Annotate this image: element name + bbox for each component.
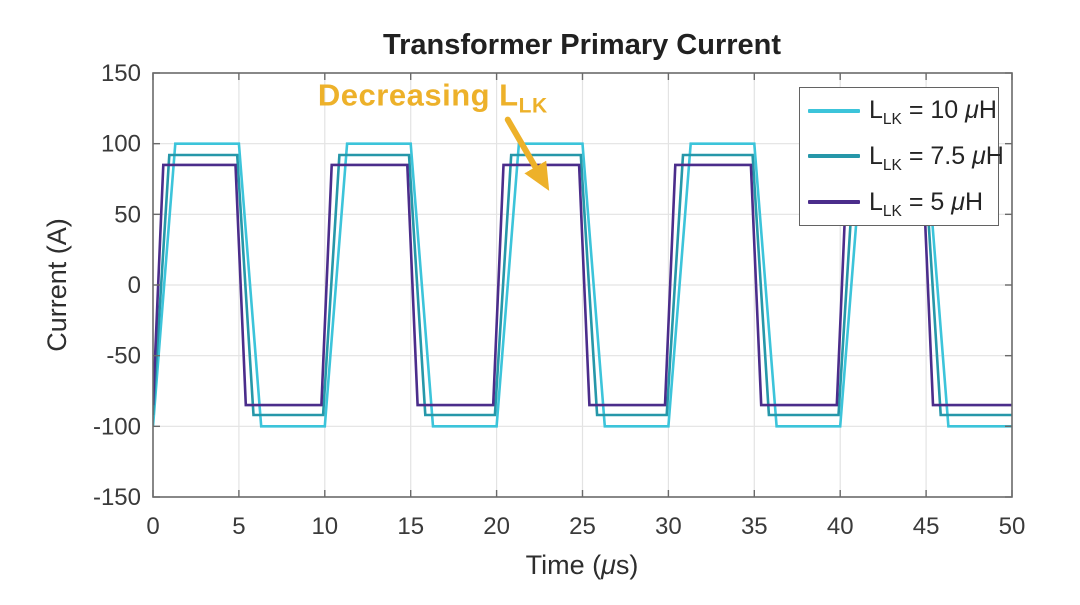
tick-labels: 0 5 10 15 20 25 30 35 40 45 50 -150 -100 -50 0 50 100 150: [93, 60, 1025, 540]
annotation-decreasing-llk: Decreasing LLK: [318, 78, 550, 191]
x-tick-label: 5: [232, 513, 245, 540]
legend-item-llk-10uh: LLK = 10 μH: [800, 88, 998, 133]
y-tick-label: -150: [93, 484, 141, 511]
legend-label: LLK = 5 μH: [869, 187, 983, 220]
legend-label: LLK = 10 μH: [869, 96, 997, 129]
legend: LLK = 10 μH LLK = 7.5 μH LLK = 5 μH: [799, 87, 1004, 226]
x-tick-label: 20: [483, 513, 510, 540]
x-tick-label: 40: [827, 513, 854, 540]
x-tick-label: 10: [311, 513, 338, 540]
series-line-1: [153, 153, 1012, 417]
x-tick-label: 15: [397, 513, 424, 540]
series-line-0: [153, 142, 1012, 428]
x-tick-label: 35: [741, 513, 768, 540]
legend-label: LLK = 7.5 μH: [869, 141, 1004, 174]
legend-item-llk-5uh: LLK = 5 μH: [800, 180, 998, 225]
y-tick-label: 100: [101, 131, 141, 158]
legend-swatch-cyan: [808, 108, 860, 113]
x-tick-label: 25: [569, 513, 596, 540]
series-line-2: [153, 163, 1012, 407]
x-tick-label: 30: [655, 513, 682, 540]
y-tick-label: 50: [114, 201, 141, 228]
axes-frame: [152, 72, 1013, 498]
series-layer: [153, 142, 1012, 428]
y-tick-label: -100: [93, 413, 141, 440]
chart-title: Transformer Primary Current: [383, 29, 781, 61]
x-tick-label: 0: [146, 513, 159, 540]
y-axis-label: Current (A): [42, 218, 72, 352]
annotation-arrow: [504, 116, 550, 191]
annotation-text: Decreasing LLK: [318, 78, 548, 118]
x-axis-label: Time (μs): [526, 550, 639, 580]
y-tick-label: 0: [128, 272, 141, 299]
x-tick-label: 45: [913, 513, 940, 540]
y-tick-label: -50: [106, 343, 141, 370]
legend-swatch-teal: [808, 154, 860, 159]
y-tick-label: 150: [101, 60, 141, 87]
x-tick-label: 50: [999, 513, 1026, 540]
legend-item-llk-7p5uh: LLK = 7.5 μH: [800, 134, 1004, 179]
legend-swatch-purple: [808, 200, 860, 205]
